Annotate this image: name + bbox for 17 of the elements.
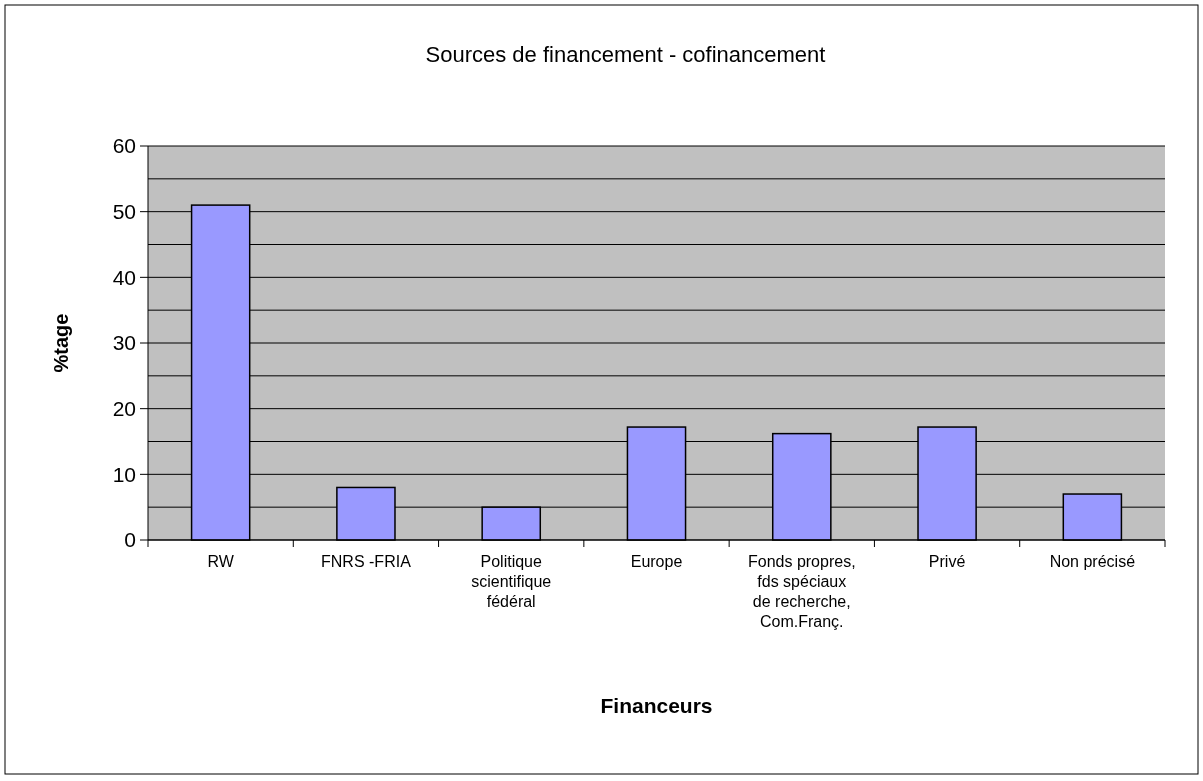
x-axis-title: Financeurs xyxy=(600,694,713,717)
x-tick-label: Privé xyxy=(928,553,966,570)
y-tick-label: 10 xyxy=(112,462,136,486)
y-tick-label: 40 xyxy=(112,265,136,289)
y-tick-label: 30 xyxy=(112,331,136,355)
y-tick-label: 60 xyxy=(112,134,136,158)
x-tick-label: Politique scientifique fédéral xyxy=(471,553,552,610)
x-tick-label: FNRS -FRIA xyxy=(321,553,412,570)
x-tick-label: RW xyxy=(207,553,235,570)
x-tick-label: Europe xyxy=(630,553,683,570)
y-tick-label: 50 xyxy=(112,200,136,224)
chart-title: Sources de financement - cofinancement xyxy=(425,42,826,67)
x-tick-label: Non précisé xyxy=(1049,553,1136,570)
x-tick-label: Fonds propres, fds spéciaux de recherche, Com.Franç. xyxy=(747,553,856,630)
y-tick-label: 20 xyxy=(112,397,136,421)
y-axis-title: %tage xyxy=(50,313,72,373)
y-tick-label: 0 xyxy=(124,528,136,552)
